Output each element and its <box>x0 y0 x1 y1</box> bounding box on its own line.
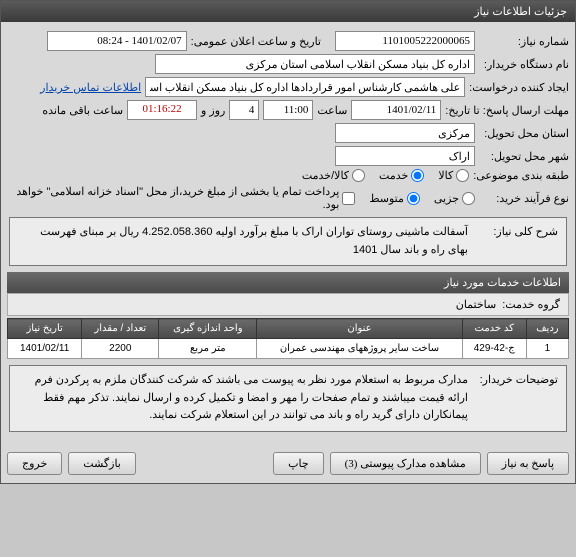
table-cell: متر مربع <box>159 339 257 359</box>
table-cell: 1401/02/11 <box>8 339 82 359</box>
city-label: شهر محل تحویل: <box>479 150 569 163</box>
contact-link[interactable]: اطلاعات تماس خریدار <box>40 81 141 94</box>
exit-button[interactable]: خروج <box>7 452 62 475</box>
proc-medium-radio[interactable]: متوسط <box>369 192 420 205</box>
table-header-cell: تاریخ نیاز <box>8 319 82 339</box>
days-label: روز و <box>201 104 225 117</box>
buyer-notes-box: توضیحات خریدار: مدارک مربوط به استعلام م… <box>9 365 567 432</box>
proc-medium-label: متوسط <box>369 192 404 205</box>
province-input[interactable] <box>335 123 475 143</box>
group-row: گروه خدمت: ساختمان <box>7 293 569 316</box>
requester-input[interactable] <box>145 77 465 97</box>
proc-small-radio[interactable]: جزیی <box>434 192 475 205</box>
process-radios: جزیی متوسط پرداخت تمام یا بخشی از مبلغ خ… <box>7 185 475 211</box>
category-radios: کالا خدمت کالا/خدمت <box>302 169 469 182</box>
form-content: شماره نیاز: تاریخ و ساعت اعلان عمومی: نا… <box>1 22 575 444</box>
cat-both-label: کالا/خدمت <box>302 169 349 182</box>
cat-service-label: خدمت <box>379 169 408 182</box>
table-cell: 2200 <box>82 339 159 359</box>
city-input[interactable] <box>335 146 475 166</box>
table-cell: ساخت سایر پروژههای مهندسی عمران <box>257 339 462 359</box>
button-bar: پاسخ به نیاز مشاهده مدارک پیوستی (3) چاپ… <box>1 444 575 483</box>
deadline-time-input[interactable] <box>263 100 313 120</box>
countdown: 01:16:22 <box>127 100 197 120</box>
requester-label: ایجاد کننده درخواست: <box>469 81 569 94</box>
buyer-input[interactable] <box>155 54 475 74</box>
cat-goods-label: کالا <box>438 169 453 182</box>
table-row[interactable]: 1ج-42-429ساخت سایر پروژههای مهندسی عمران… <box>8 339 569 359</box>
cat-both-radio[interactable]: کالا/خدمت <box>302 169 365 182</box>
deadline-label: مهلت ارسال پاسخ: تا تاریخ: <box>445 104 569 117</box>
announce-input[interactable] <box>47 31 187 51</box>
need-number-label: شماره نیاز: <box>479 35 569 48</box>
group-value: ساختمان <box>456 298 496 311</box>
table-cell: 1 <box>526 339 568 359</box>
remain-label: ساعت باقی مانده <box>42 104 123 117</box>
group-label: گروه خدمت: <box>502 298 560 311</box>
table-header-cell: تعداد / مقدار <box>82 319 159 339</box>
table-header-cell: ردیف <box>526 319 568 339</box>
proc-note-check[interactable]: پرداخت تمام یا بخشی از مبلغ خرید،از محل … <box>7 185 355 211</box>
province-label: استان محل تحویل: <box>479 127 569 140</box>
proc-note-label: پرداخت تمام یا بخشی از مبلغ خرید،از محل … <box>7 185 339 211</box>
print-button[interactable]: چاپ <box>273 452 324 475</box>
table-header-cell: کد خدمت <box>462 319 526 339</box>
category-label: طبقه بندی موضوعی: <box>473 169 569 182</box>
services-table: ردیفکد خدمتعنوانواحد اندازه گیریتعداد / … <box>7 318 569 359</box>
table-header-cell: عنوان <box>257 319 462 339</box>
description-box: شرح کلی نیاز: آسفالت ماشینی روستای توارا… <box>9 217 567 266</box>
attachments-button[interactable]: مشاهده مدارک پیوستی (3) <box>330 452 481 475</box>
notes-text: مدارک مربوط به استعلام مورد نظر به پیوست… <box>18 372 468 425</box>
cat-service-radio[interactable]: خدمت <box>379 169 424 182</box>
need-number-input[interactable] <box>335 31 475 51</box>
table-header-cell: واحد اندازه گیری <box>159 319 257 339</box>
notes-label: توضیحات خریدار: <box>468 372 558 425</box>
buyer-label: نام دستگاه خریدار: <box>479 58 569 71</box>
time-label: ساعت <box>317 104 347 117</box>
window: جزئیات اطلاعات نیاز شماره نیاز: تاریخ و … <box>0 0 576 484</box>
window-title: جزئیات اطلاعات نیاز <box>1 1 575 22</box>
section-header: اطلاعات خدمات مورد نیاز <box>7 272 569 293</box>
respond-button[interactable]: پاسخ به نیاز <box>487 452 569 475</box>
table-header-row: ردیفکد خدمتعنوانواحد اندازه گیریتعداد / … <box>8 319 569 339</box>
desc-text: آسفالت ماشینی روستای تواران اراک با مبلغ… <box>18 224 468 259</box>
proc-small-label: جزیی <box>434 192 459 205</box>
deadline-date-input[interactable] <box>351 100 441 120</box>
cat-goods-radio[interactable]: کالا <box>438 169 469 182</box>
table-body: 1ج-42-429ساخت سایر پروژههای مهندسی عمران… <box>8 339 569 359</box>
days-input[interactable] <box>229 100 259 120</box>
process-label: نوع فرآیند خرید: <box>479 192 569 205</box>
announce-label: تاریخ و ساعت اعلان عمومی: <box>191 35 321 48</box>
desc-label: شرح کلی نیاز: <box>468 224 558 259</box>
back-button[interactable]: بازگشت <box>68 452 136 475</box>
table-cell: ج-42-429 <box>462 339 526 359</box>
